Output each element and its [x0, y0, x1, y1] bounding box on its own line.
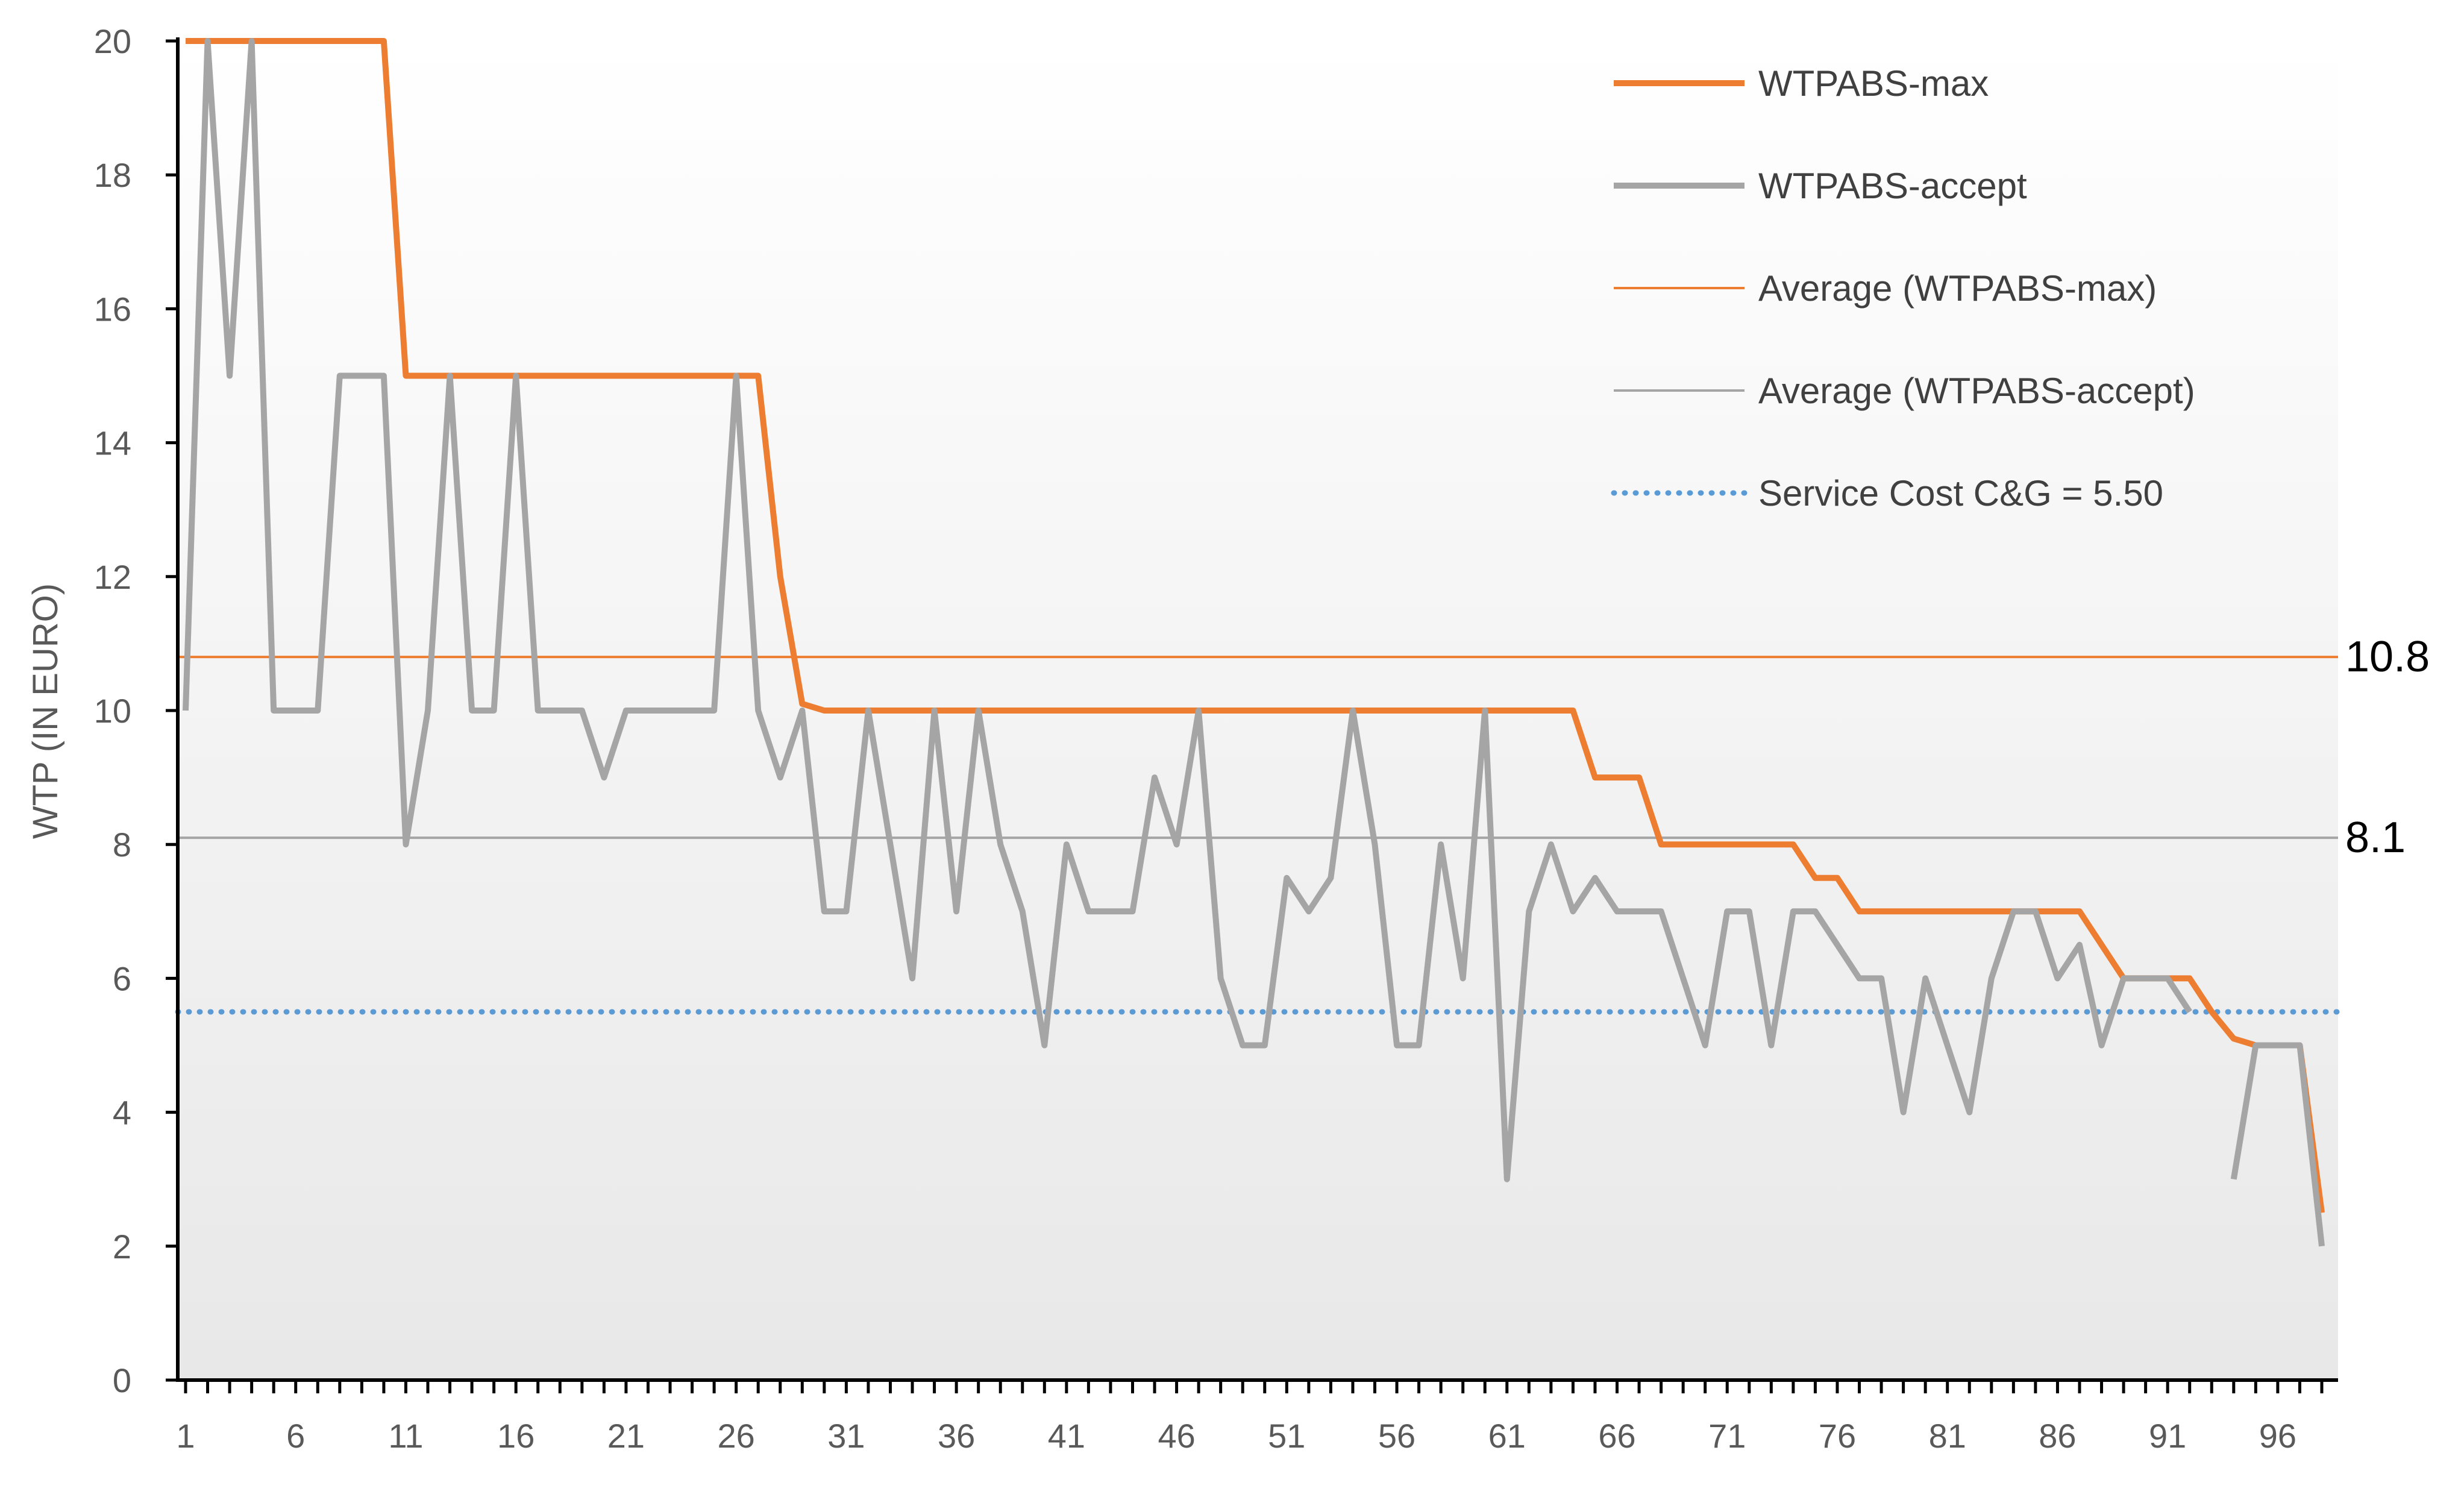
x-tick-label: 51: [1268, 1417, 1305, 1455]
series-line-1-segment-1: [2230, 1042, 2325, 1247]
y-tick-label: 4: [113, 1094, 131, 1132]
x-tick-label: 26: [718, 1417, 755, 1455]
x-tick-label: 76: [1819, 1417, 1856, 1455]
x-tick-label: 41: [1048, 1417, 1085, 1455]
y-tick-label: 8: [113, 826, 131, 864]
y-tick-label: 16: [94, 290, 131, 328]
series-line-0-segment-0: [186, 38, 2325, 1213]
legend-label-4: Service Cost C&G = 5.50: [1758, 473, 2163, 513]
x-tick-label: 61: [1488, 1417, 1526, 1455]
y-tick-label: 2: [113, 1228, 131, 1266]
x-tick-label: 46: [1158, 1417, 1195, 1455]
y-tick-label: 6: [113, 959, 131, 997]
legend-label-1: WTPABS-accept: [1758, 166, 2027, 206]
x-tick-label: 31: [827, 1417, 865, 1455]
y-tick-label: 12: [94, 558, 131, 596]
x-tick-label: 81: [1929, 1417, 1966, 1455]
x-tick-label: 96: [2259, 1417, 2296, 1455]
series-line-1-segment-0: [183, 38, 2192, 1182]
average-value-label-2: 10.8: [2345, 633, 2430, 681]
y-tick-label: 20: [94, 22, 131, 60]
y-tick-label: 0: [113, 1361, 131, 1399]
average-value-label-3: 8.1: [2345, 814, 2406, 862]
legend-label-0: WTPABS-max: [1758, 63, 1989, 104]
x-tick-label: 11: [388, 1417, 423, 1455]
x-tick-label: 36: [938, 1417, 975, 1455]
y-axis-title: WTP (IN EURO): [26, 583, 65, 839]
x-tick-label: 21: [607, 1417, 645, 1455]
legend-label-3: Average (WTPABS-accept): [1758, 371, 2195, 411]
y-tick-label: 14: [94, 424, 131, 462]
x-tick-label: 1: [176, 1417, 195, 1455]
x-tick-label: 91: [2149, 1417, 2186, 1455]
y-tick-label: 10: [94, 692, 131, 730]
x-tick-label: 86: [2039, 1417, 2076, 1455]
x-tick-label: 66: [1598, 1417, 1635, 1455]
x-tick-label: 6: [286, 1417, 305, 1455]
legend-label-2: Average (WTPABS-max): [1758, 268, 2157, 309]
x-tick-label: 71: [1708, 1417, 1746, 1455]
x-tick-label: 16: [497, 1417, 534, 1455]
x-tick-label: 56: [1378, 1417, 1415, 1455]
y-tick-label: 18: [94, 156, 131, 194]
